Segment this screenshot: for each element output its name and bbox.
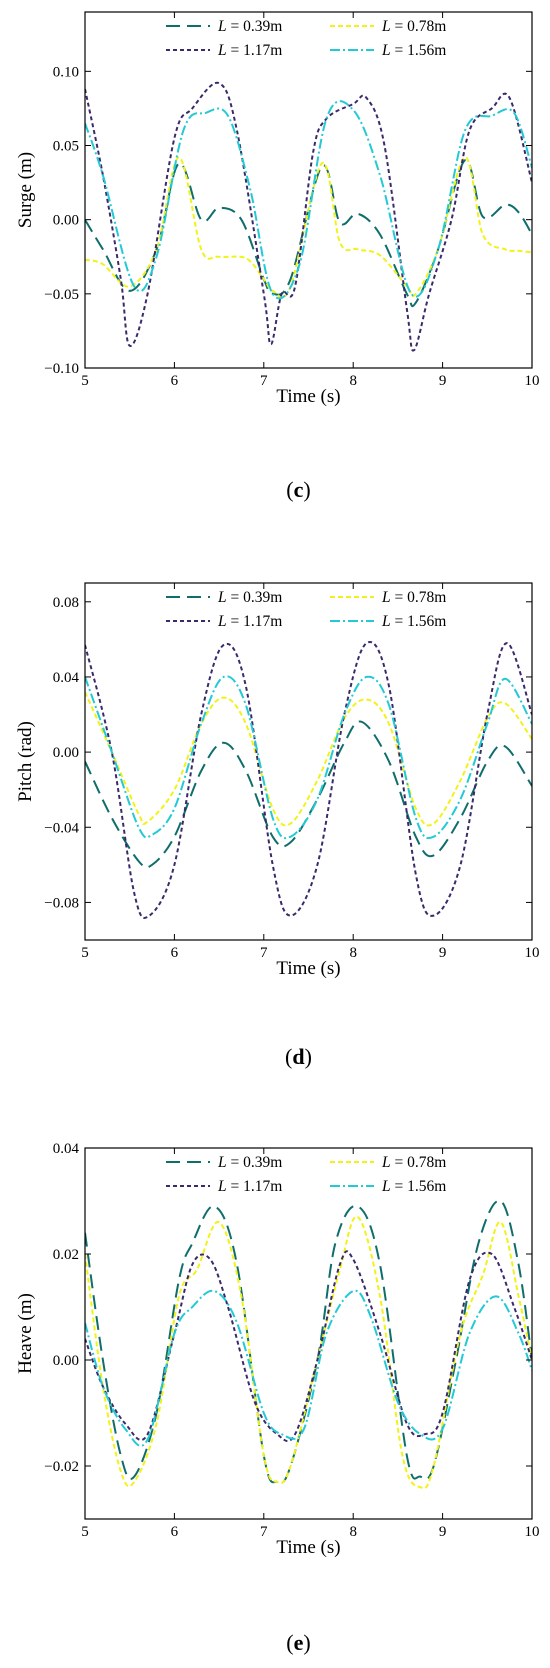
x-axis-title: Time (s) xyxy=(276,386,340,407)
y-axis-title: Surge (m) xyxy=(15,152,36,228)
series-line-2 xyxy=(85,691,532,827)
plot-frame xyxy=(84,11,533,369)
legend-label-2: L = 0.78m xyxy=(381,18,446,35)
panel-label: (e) xyxy=(286,1630,310,1655)
plot-frame xyxy=(84,1147,533,1520)
x-tick-label: 10 xyxy=(525,1524,540,1540)
y-tick-label: 0.05 xyxy=(53,139,79,155)
series-line-4 xyxy=(85,675,532,840)
legend-label-4: L = 1.56m xyxy=(381,1178,446,1195)
series-group xyxy=(85,641,532,919)
x-tick-label: 6 xyxy=(171,373,179,389)
legend-label-4: L = 1.56m xyxy=(381,42,446,59)
x-axis-title: Time (s) xyxy=(276,1537,340,1558)
series-line-3 xyxy=(85,641,532,919)
y-tick-label: −0.08 xyxy=(44,895,79,911)
y-tick-label: 0.00 xyxy=(53,745,79,761)
x-tick-label: 6 xyxy=(171,945,179,961)
y-tick-label: 0.04 xyxy=(53,670,80,686)
x-tick-label: 8 xyxy=(349,945,357,961)
x-tick-label: 9 xyxy=(439,373,447,389)
series-group xyxy=(85,1199,532,1490)
y-tick-label: −0.05 xyxy=(44,287,79,303)
legend-label-3: L = 1.17m xyxy=(217,613,282,630)
x-tick-label: 8 xyxy=(349,1524,357,1540)
x-tick-label: 9 xyxy=(439,945,447,961)
x-tick-label: 6 xyxy=(171,1524,179,1540)
x-tick-label: 5 xyxy=(81,373,89,389)
legend-label-3: L = 1.17m xyxy=(217,1178,282,1195)
y-tick-label: −0.02 xyxy=(44,1459,79,1475)
y-axis-title: Pitch (rad) xyxy=(15,721,36,802)
y-tick-label: 0.00 xyxy=(53,213,79,229)
legend-label-4: L = 1.56m xyxy=(381,613,446,630)
legend: L = 0.39m L = 0.78m L = 1.17m L = 1.56m xyxy=(166,589,446,630)
y-tick-label: 0.08 xyxy=(53,595,79,611)
legend-label-1: L = 0.39m xyxy=(217,18,282,35)
y-tick-label: 0.02 xyxy=(53,1247,79,1263)
y-tick-label: 0.00 xyxy=(53,1353,79,1369)
legend-label-1: L = 0.39m xyxy=(217,1154,282,1171)
y-tick-label: −0.04 xyxy=(44,820,79,836)
legend: L = 0.39m L = 0.78m L = 1.17m L = 1.56m xyxy=(166,1154,446,1195)
series-line-2 xyxy=(85,1215,532,1490)
legend-label-3: L = 1.17m xyxy=(217,42,282,59)
x-tick-label: 9 xyxy=(439,1524,447,1540)
legend: L = 0.39m L = 0.78m L = 1.17m L = 1.56m xyxy=(166,18,446,59)
series-line-4 xyxy=(85,100,532,300)
x-tick-label: 5 xyxy=(81,945,89,961)
x-tick-label: 7 xyxy=(260,945,268,961)
x-tick-label: 8 xyxy=(349,373,357,389)
chart-panel-e: 5 6 7 8 9 10 −0.02 0.00 0.02 0.04 Time (s) Heave (m… xyxy=(15,1141,540,1655)
panel-label: (d) xyxy=(285,1044,312,1069)
series-line-1 xyxy=(85,720,532,869)
x-tick-label: 10 xyxy=(525,373,540,389)
y-tick-label: 0.04 xyxy=(53,1141,80,1157)
plot-frame xyxy=(84,582,533,941)
y-axis-title: Heave (m) xyxy=(15,1293,36,1374)
legend-label-2: L = 0.78m xyxy=(381,589,446,606)
y-tick-label: −0.10 xyxy=(44,361,79,377)
x-axis-title: Time (s) xyxy=(276,958,340,979)
series-line-4 xyxy=(85,1289,532,1447)
chart-panel-c: 5 6 7 8 9 10 −0.10 −0.05 0.00 0.05 0.10 Time (s) Sur… xyxy=(15,11,540,502)
series-group xyxy=(85,81,532,352)
chart-panel-d: 5 6 7 8 9 10 −0.08 −0.04 0.00 0.04 0.08 Time (s) Pit… xyxy=(15,582,540,1069)
x-tick-label: 10 xyxy=(525,945,540,961)
y-tick-label: 0.10 xyxy=(53,64,79,80)
panel-label: (c) xyxy=(286,477,310,502)
legend-label-1: L = 0.39m xyxy=(217,589,282,606)
x-tick-label: 5 xyxy=(81,1524,89,1540)
series-line-1 xyxy=(85,159,532,308)
x-tick-label: 7 xyxy=(260,1524,268,1540)
x-tick-label: 7 xyxy=(260,373,268,389)
series-line-3 xyxy=(85,81,532,352)
legend-label-2: L = 0.78m xyxy=(381,1154,446,1171)
